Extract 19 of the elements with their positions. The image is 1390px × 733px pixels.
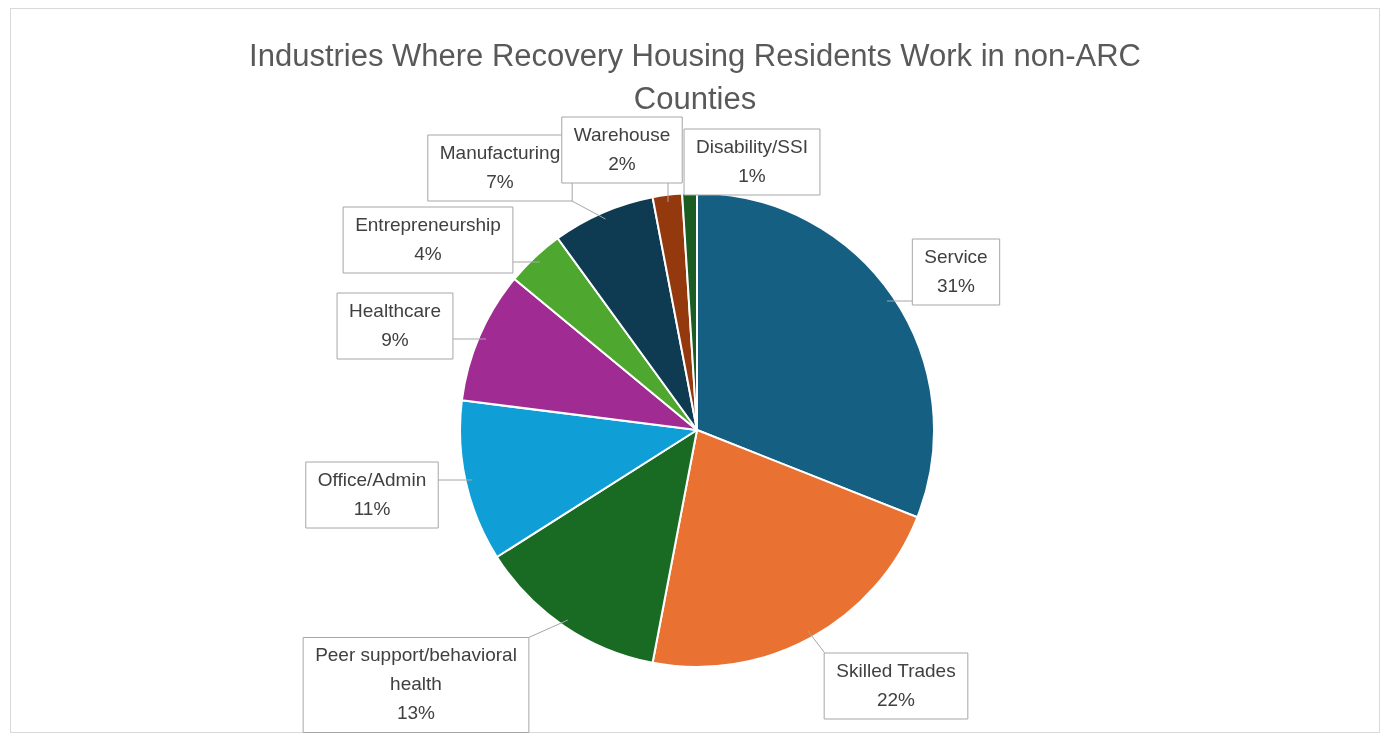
slice-label: Disability/SSI [696,135,808,157]
slice-label: Healthcare [349,299,441,321]
slice-label: Skilled Trades [836,659,956,681]
data-label: 2% [608,152,636,174]
chart-title: Industries Where Recovery Housing Residents Work in non-ARC Counties [248,37,1142,118]
data-label: 13% [396,702,436,724]
data-label: 22% [876,688,916,710]
slice-label: Service [924,245,988,267]
slice-label: Warehouse [573,123,671,145]
data-label: 11% [353,497,391,519]
slice-label: Office/Admin [317,468,427,490]
slice-label: Peer support/behavioral health [315,644,517,695]
data-label: 9% [381,328,409,350]
slice-label: Entrepreneurship [355,213,501,235]
data-label: 4% [414,242,442,264]
slice-label: Manufacturing [439,141,561,163]
data-label: 31% [936,274,976,296]
data-label: 1% [738,164,766,186]
data-label: 7% [486,170,514,192]
